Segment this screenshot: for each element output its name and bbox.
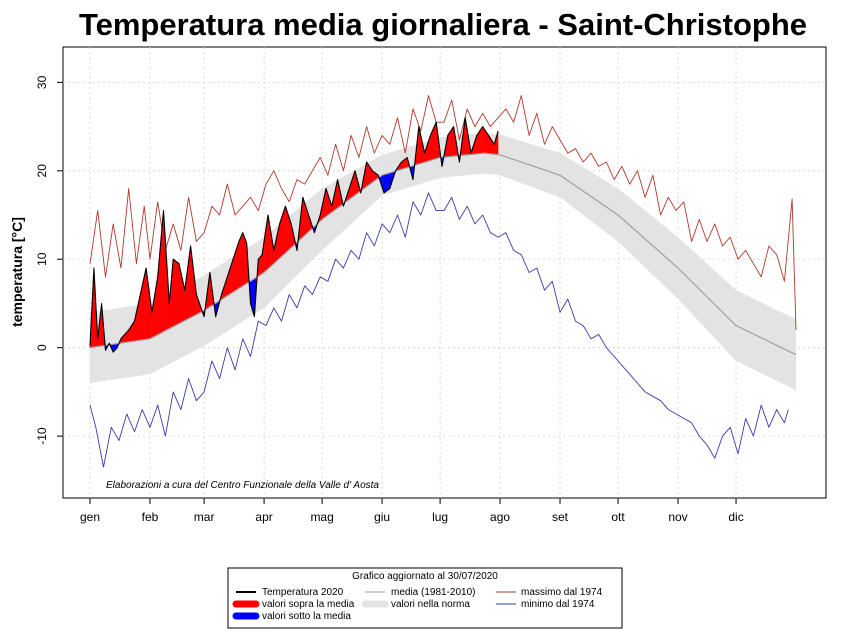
above-mean-fill (242, 232, 245, 287)
legend-norm: valori nella norma (391, 599, 470, 610)
mean-line (89, 152, 797, 356)
legend-updated: Grafico aggiornato al 30/07/2020 (352, 571, 498, 582)
above-mean-fill (366, 161, 369, 187)
above-mean-fill (143, 268, 147, 340)
max-line (89, 95, 797, 331)
x-tick-label: feb (142, 510, 159, 524)
above-mean-fill (484, 128, 487, 154)
below-mean-fill (383, 173, 387, 194)
x-tick-label: mag (310, 510, 333, 524)
x-tick-label: giu (374, 510, 390, 524)
x-tick-label: gen (80, 510, 100, 524)
axis-ticks: -10 0 10 20 30 gen feb mar apr mag giu lug ago set ott… (35, 75, 744, 524)
legend-mean: media (1981-2010) (391, 587, 476, 598)
series-lines (89, 95, 797, 468)
y-tick-label: 0 (35, 344, 49, 351)
above-mean-fill (449, 128, 452, 157)
legend-min: minimo dal 1974 (521, 599, 595, 610)
x-tick-label: ago (490, 510, 510, 524)
min-line (89, 192, 789, 468)
below-mean-fill (387, 172, 390, 191)
above-mean-fill (172, 258, 176, 328)
y-axis-label: temperatura [°C] (9, 217, 25, 327)
chart-title: Temperatura media giornaliera - Saint-Ch… (79, 7, 807, 42)
y-tick-label: 10 (35, 252, 49, 266)
above-mean-fill (240, 232, 244, 288)
above-mean-fill (238, 237, 242, 289)
above-mean-fill (260, 254, 263, 276)
temp-2020-line (89, 117, 499, 353)
credit-annotation: Elaborazioni a cura del Centro Funzional… (106, 480, 379, 491)
y-tick-label: 20 (35, 164, 49, 178)
legend-temp: Temperatura 2020 (262, 587, 344, 598)
above-mean-fill (236, 241, 240, 291)
above-mean-fill (451, 125, 454, 157)
y-tick-label: 30 (35, 75, 49, 89)
x-tick-label: apr (255, 510, 272, 524)
x-tick-label: nov (668, 510, 687, 524)
x-tick-label: set (552, 510, 569, 524)
x-tick-label: lug (432, 510, 448, 524)
below-mean-fill (385, 173, 389, 192)
legend-box (227, 567, 623, 629)
legend-below: valori sotto la media (262, 611, 351, 622)
above-mean-fill (482, 125, 485, 154)
above-mean-fill (176, 261, 180, 326)
above-mean-fill (478, 128, 481, 154)
legend: Grafico aggiornato al 30/07/2020 Tempera… (227, 567, 623, 629)
x-tick-label: dic (728, 510, 743, 524)
above-mean-fill (480, 125, 483, 154)
norm-band-area (90, 132, 796, 391)
above-mean-fill (432, 126, 435, 161)
legend-above: valori sopra la media (262, 599, 355, 610)
x-tick-label: ott (611, 510, 625, 524)
y-tick-label: -10 (35, 427, 49, 445)
above-mean-fill (434, 122, 437, 160)
above-mean-fill (283, 206, 286, 256)
above-mean-fill (174, 260, 178, 327)
above-mean-fill (285, 206, 288, 254)
norm-band (90, 132, 796, 391)
legend-max: massimo dal 1974 (521, 587, 603, 598)
x-tick-label: mar (194, 510, 215, 524)
